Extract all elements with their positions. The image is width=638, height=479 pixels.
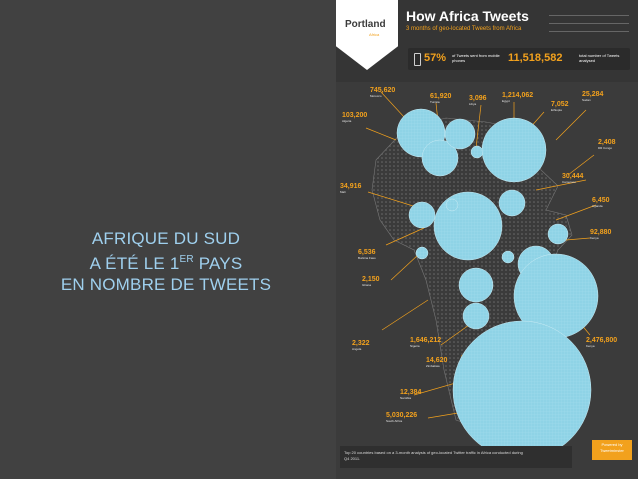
mobile-phone-icon — [414, 53, 421, 66]
label-libya: 3,096 Libya — [469, 95, 487, 106]
bubble-sudan — [498, 189, 526, 217]
powered-by-badge: Powered by Tweetminster — [592, 440, 632, 460]
bubble-zimbabwe — [462, 302, 490, 330]
stat-mobile-label: of Tweets sent from mobile phones — [452, 53, 500, 63]
bubble-tunisia — [444, 118, 476, 150]
caption-superscript: ER — [179, 254, 194, 265]
bubble-libya — [470, 145, 484, 159]
label-sudan: 25,284 Sudan — [582, 91, 604, 102]
label-morocco: 745,620 Morocco — [370, 87, 396, 98]
bubble-burkina — [445, 198, 459, 212]
label-egypt: 1,214,062 Egypt — [502, 92, 534, 103]
label-tunisia: 61,920 Tunisia — [430, 93, 452, 104]
bubbles — [396, 108, 599, 460]
poster-footer: Top 20 countries based on a 3-month anal… — [340, 446, 572, 468]
label-ethiopia: 7,052 Ethiopia — [551, 101, 569, 112]
label-cameroon: 30,444 Cameroon — [562, 173, 584, 184]
label-kenya-large: 2,476,800 Kenya — [586, 337, 618, 348]
bubble-mali — [408, 201, 436, 229]
label-angola: 2,322 Angola — [352, 340, 370, 351]
bubble-ethiopia — [547, 223, 569, 245]
caption-line-1: AFRIQUE DU SUD — [91, 229, 241, 248]
label-uganda: 6,450 Uganda — [592, 197, 610, 208]
label-kenya: 92,880 Kenya — [590, 229, 612, 240]
bubble-ghana — [415, 246, 429, 260]
logo-subtext: Africa — [369, 32, 380, 37]
africa-bubble-map — [365, 91, 599, 460]
logo-text: Portland — [345, 19, 386, 30]
label-south-africa: 5,030,226 South Africa — [386, 412, 418, 423]
stat-total-label: total number of Tweets analysed — [579, 53, 620, 63]
caption-line-2: A ÉTÉ LE 1ER PAYS — [40, 249, 292, 274]
label-burkina: 6,536 Burkina Faso — [358, 249, 376, 260]
stat-mobile-percent: 57% — [424, 52, 447, 64]
poster-subtitle: 3 months of geo-located Tweets from Afri… — [406, 26, 522, 32]
label-namibia: 12,384 Namibia — [400, 389, 422, 400]
poster-title: How Africa Tweets — [406, 8, 529, 24]
bubble-uganda — [501, 250, 515, 264]
leader-lines — [365, 91, 597, 419]
label-ghana: 2,150 Ghana — [362, 276, 380, 287]
bubble-nigeria — [433, 191, 503, 261]
label-mali: 34,916 Mali — [340, 183, 362, 194]
label-nigeria: 1,646,212 Nigeria — [410, 337, 442, 348]
label-zimbabwe: 14,620 Zimbabwe — [426, 357, 448, 368]
footer-text: Top 20 countries based on a 3-month anal… — [344, 450, 523, 461]
caption-line-3: EN NOMBRE DE TWEETS — [60, 275, 272, 294]
bubble-egypt — [481, 117, 547, 183]
poster-info-text — [549, 10, 629, 32]
slide-caption: AFRIQUE DU SUD A ÉTÉ LE 1ER PAYS EN NOMB… — [40, 228, 292, 295]
stats-bar: 57% of Tweets sent from mobile phones 11… — [408, 48, 630, 70]
bubble-cameroon — [458, 267, 494, 303]
bubble-algeria — [421, 139, 459, 177]
label-algeria: 103,200 Algeria — [342, 112, 368, 123]
caption-line-2-b: PAYS — [193, 254, 243, 273]
bubble-south-africa — [452, 320, 592, 460]
stat-total: 11,518,582 — [508, 52, 563, 64]
label-drc: 2,408 DR Congo — [598, 139, 616, 150]
infographic-poster: Portland Africa How Africa Tweets 3 mont… — [336, 0, 638, 479]
caption-line-2-a: A ÉTÉ LE 1 — [89, 254, 180, 273]
